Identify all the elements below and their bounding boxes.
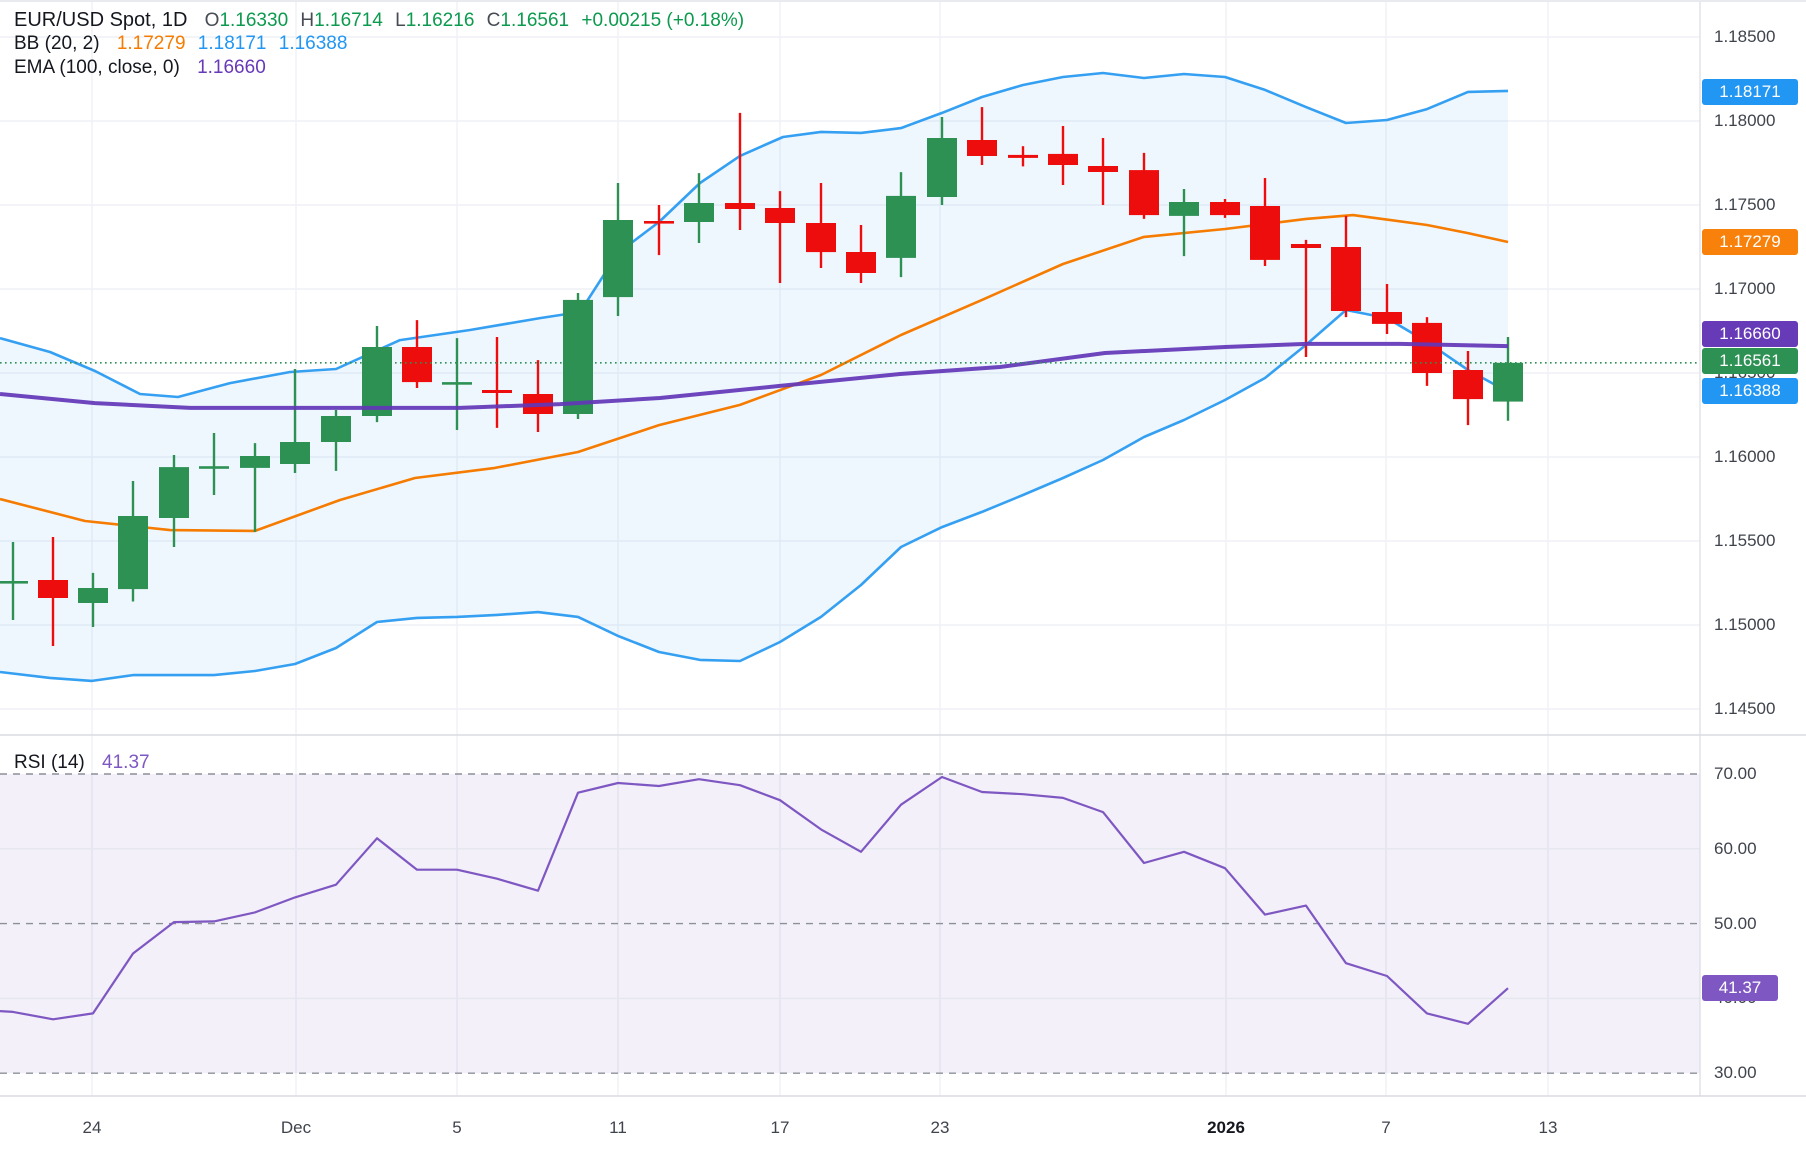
candle-body [1008,154,1038,158]
candles-group [0,107,1523,646]
price-badge-ema: 1.16660 [1702,321,1798,347]
candle-body [362,347,392,416]
time-axis-label: 13 [1538,1118,1558,1137]
candle-body [1453,370,1483,400]
candle-body [927,138,957,197]
candle-body [38,580,68,598]
chart-legend: EUR/USD Spot, 1D O1.16330 H1.16714 L1.16… [14,8,744,80]
price-axis-label: 1.15500 [1714,531,1776,550]
candle-body [1169,202,1199,216]
time-axis[interactable] [0,1096,1806,1150]
candle-body [1412,322,1442,373]
time-axis-label: 5 [452,1118,462,1137]
candle-body [280,442,310,464]
candle-body [1210,202,1240,216]
ohlc-low: L1.16216 [395,10,475,31]
time-axis-label: 17 [770,1118,790,1137]
candle-body [563,299,593,414]
rsi-axis-label: 30.00 [1714,1063,1757,1083]
time-axis-label: 7 [1381,1118,1391,1137]
candle-body [725,203,755,209]
rsi-value: 41.37 [102,752,150,773]
ema-value: 1.16660 [197,57,266,78]
ohlc-open: O1.16330 [204,10,289,31]
candle-body [78,588,108,603]
rsi-indicator-label[interactable]: RSI (14) [14,752,85,773]
price-axis-label: 1.17500 [1714,195,1776,214]
bb-indicator-label[interactable]: BB (20, 2) [14,33,100,54]
candle-body [684,203,714,222]
candle-body [967,140,997,156]
candle-body [1291,244,1321,248]
rsi-legend: RSI (14) 41.37 [14,752,150,774]
legend-ema-row: EMA (100, close, 0) 1.16660 [14,56,744,80]
price-axis-label: 1.18000 [1714,111,1776,130]
ohlc-close: C1.16561 [486,10,570,31]
candle-body [846,252,876,273]
legend-symbol-row: EUR/USD Spot, 1D O1.16330 H1.16714 L1.16… [14,8,744,32]
price-axis-label: 1.14500 [1714,699,1776,718]
candle-body [1048,153,1078,165]
price-axis-label: 1.18500 [1714,27,1776,46]
candle-body [159,467,189,518]
bb-lower-value: 1.16388 [278,33,348,54]
top-divider [0,0,1806,2]
rsi-axis-label: 60.00 [1714,838,1757,858]
candle-body [1331,247,1361,311]
candle-body [118,516,148,590]
time-axis-label: Dec [280,1118,312,1137]
ema-line [0,341,1509,410]
candle-body [482,390,512,393]
bb-basis-line [0,213,1509,533]
candle-body [1372,312,1402,324]
bb-upper-line [0,71,1509,399]
candle-body [1088,166,1118,172]
symbol-title[interactable]: EUR/USD Spot, 1D [14,9,188,31]
rsi-badge: 41.37 [1702,975,1778,1002]
time-axis-label: 24 [82,1118,102,1137]
bb-fill-area [0,73,1508,681]
time-axis-label: 2026 [1207,1118,1245,1137]
rsi-axis-label: 50.00 [1714,913,1757,933]
ohlc-high: H1.16714 [300,10,383,31]
bb-upper-value: 1.18171 [197,33,267,54]
time-axis-label: 23 [930,1118,950,1137]
candle-body [603,220,633,298]
price-badge-bb-upper: 1.18171 [1702,79,1798,105]
price-axis-label: 1.16000 [1714,447,1776,466]
price-axis-label: 1.17000 [1714,279,1776,298]
candle-body [402,347,432,383]
ema-indicator-label[interactable]: EMA (100, close, 0) [14,57,180,78]
bb-basis-value: 1.17279 [116,33,186,54]
candle-body [240,456,270,468]
candle-body [1493,362,1523,402]
candle-body [0,581,28,584]
candle-body [765,208,795,223]
price-badge-bb-lower: 1.16388 [1702,378,1798,404]
candle-body [886,195,916,258]
legend-bb-row: BB (20, 2) 1.17279 1.18171 1.16388 [14,32,744,56]
change-value: +0.00215 (+0.18%) [581,10,745,31]
candle-body [199,466,229,469]
candle-body [1129,170,1159,216]
bb-lower-line [0,308,1509,683]
candle-body [442,382,472,385]
rsi-axis-label: 70.00 [1714,764,1757,783]
candle-body [644,221,674,224]
time-axis-label: 11 [609,1118,627,1137]
candle-body [321,416,351,442]
candle-body [806,223,836,253]
price-badge-last-price: 1.16561 [1702,348,1798,374]
rsi-line [0,775,1509,1025]
candle-body [1250,206,1280,260]
price-badge-bb-basis: 1.17279 [1702,229,1798,255]
price-axis-label: 1.15000 [1714,615,1776,634]
